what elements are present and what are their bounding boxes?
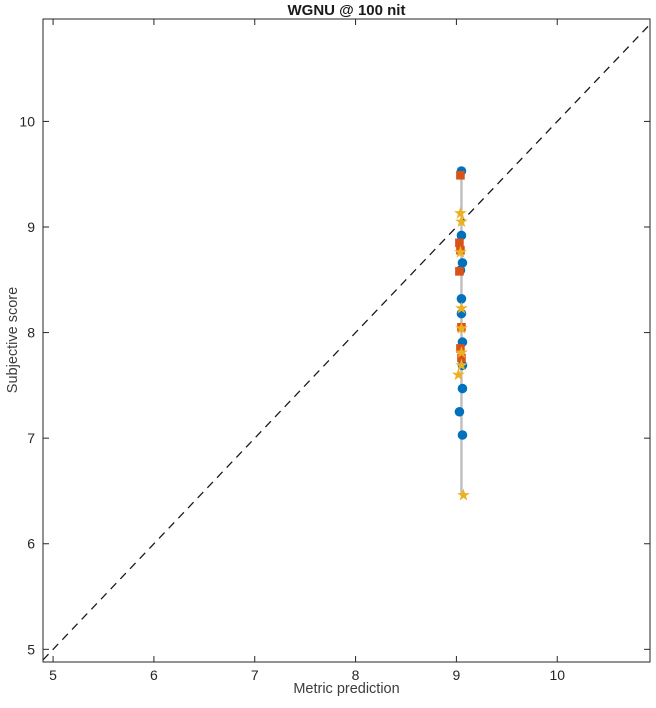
y-tick-label: 10 [19, 113, 35, 129]
x-axis-label: Metric prediction [293, 681, 400, 697]
x-tick-label: 5 [49, 667, 57, 683]
data-point-star [455, 345, 468, 359]
data-point-star [454, 245, 467, 258]
y-tick-label: 8 [27, 325, 35, 341]
data-point-square [455, 238, 464, 248]
x-tick-label: 6 [150, 667, 158, 683]
y-tick-label: 7 [27, 430, 35, 446]
series-stars [452, 206, 470, 501]
x-tick-label: 10 [549, 667, 565, 683]
data-point-circle [457, 430, 468, 440]
data-point-star [455, 358, 468, 371]
data-point-star [455, 301, 468, 314]
identity-line [42, 23, 651, 661]
x-tick-label: 8 [352, 667, 360, 683]
data-point-circle [457, 258, 468, 268]
data-point-circle [456, 293, 467, 304]
data-point-star [454, 206, 467, 219]
x-tick-label: 9 [453, 667, 461, 683]
data-point-star [455, 215, 468, 228]
data-point-circle [456, 230, 467, 241]
data-point-square [456, 344, 465, 353]
y-tick-label: 5 [27, 641, 35, 657]
y-tick-label: 9 [27, 219, 35, 235]
data-point-circle [457, 383, 468, 394]
data-point-star [457, 488, 470, 501]
axis-ticks [43, 19, 650, 662]
chart-title: WGNU @ 100 nit [287, 2, 406, 19]
axes-box [42, 18, 651, 663]
y-tick-label: 6 [27, 536, 35, 552]
data-point-star [455, 321, 468, 334]
data-point-square [457, 353, 466, 363]
data-point-star [452, 368, 465, 381]
axis-tick-labels: 5 6 7 8 9 10 5 6 7 8 9 10 [19, 113, 565, 683]
data-point-square [456, 170, 465, 180]
data-point-circle [454, 406, 465, 417]
data-point-square [455, 267, 464, 276]
x-tick-label: 7 [251, 667, 259, 683]
